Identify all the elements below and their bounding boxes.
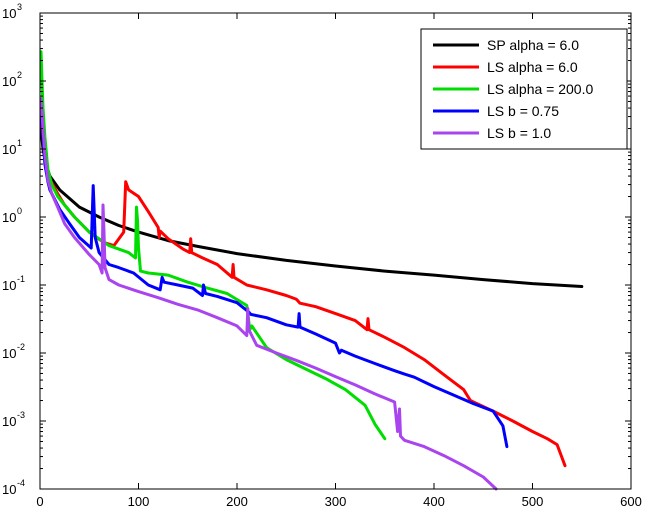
y-tick-label-base: 10: [2, 74, 16, 89]
series-line-3: [39, 50, 387, 441]
legend: SP alpha = 6.0 LS alpha = 6.0 LS alpha = 2…: [420, 28, 628, 150]
y-tick-label-base: 10: [2, 414, 16, 429]
x-tick-label: 500: [522, 494, 544, 509]
series-line-4: [39, 106, 509, 449]
x-tick-label: 300: [325, 494, 347, 509]
legend-label: LS alpha = 6.0: [487, 59, 578, 75]
y-tick-label-base: 10: [2, 6, 16, 21]
legend-label: SP alpha = 6.0: [487, 37, 579, 53]
x-tick-label: 0: [36, 494, 43, 509]
y-tick-label-exponent: 3: [17, 2, 22, 12]
series-line-5: [39, 97, 498, 491]
y-tick-label-exponent: 2: [17, 70, 22, 80]
x-tick-label: 100: [128, 494, 150, 509]
x-tick-label: 400: [423, 494, 445, 509]
legend-label: LS b = 1.0: [487, 125, 551, 141]
legend-label: LS alpha = 200.0: [487, 81, 593, 97]
y-tick-label-exponent: -3: [17, 410, 25, 420]
series-layer: [39, 50, 584, 491]
legend-label: LS b = 0.75: [487, 103, 559, 119]
x-tick-label: 600: [620, 494, 642, 509]
x-tick-label: 200: [226, 494, 248, 509]
y-tick-label-base: 10: [2, 142, 16, 157]
y-tick-label-exponent: -2: [17, 342, 25, 352]
y-tick-label-exponent: -4: [17, 478, 25, 488]
x-axis: 0 100 200 300 400 500 600: [36, 13, 642, 509]
y-tick-label-base: 10: [2, 482, 16, 497]
y-tick-label-base: 10: [2, 346, 16, 361]
y-tick-label-exponent: -1: [17, 274, 25, 284]
y-tick-label-exponent: 0: [17, 206, 22, 216]
y-tick-label-exponent: 1: [17, 138, 22, 148]
y-tick-label-base: 10: [2, 278, 16, 293]
y-tick-label-base: 10: [2, 210, 16, 225]
